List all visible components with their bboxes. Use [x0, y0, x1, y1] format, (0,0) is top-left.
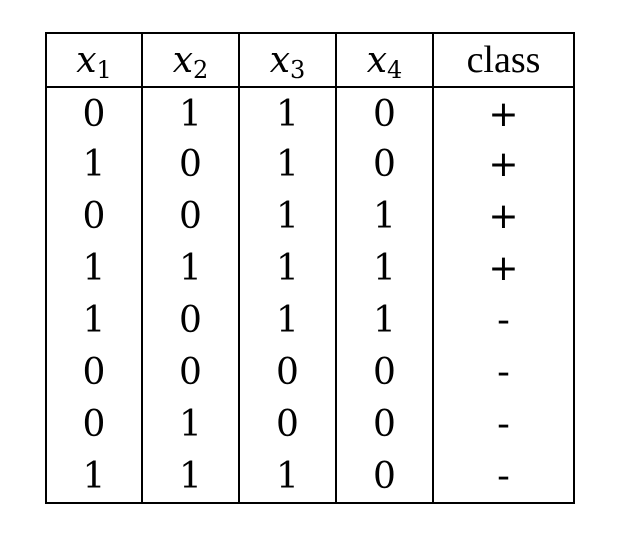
header-x2-base: x [172, 39, 194, 81]
cell-class: + [432, 139, 575, 191]
table-row: 1 0 1 0 + [45, 139, 575, 191]
header-x3: x3 [238, 32, 337, 88]
cell-x4: 0 [335, 399, 434, 451]
header-x2-var: x2 [172, 39, 209, 84]
header-x4-base: x [366, 39, 388, 81]
cell-class: - [432, 347, 575, 399]
cell-x3: 0 [238, 347, 337, 399]
header-x4-sub: 4 [387, 55, 403, 84]
cell-x4: 0 [335, 347, 434, 399]
table-row: 1 1 1 1 + [45, 243, 575, 295]
cell-x2: 1 [141, 243, 240, 295]
header-x1-var: x1 [76, 39, 112, 84]
cell-x3: 1 [238, 139, 337, 191]
cell-x3: 1 [238, 451, 337, 504]
header-x1: x1 [45, 32, 143, 88]
cell-x1: 0 [45, 347, 143, 399]
header-x3-sub: 3 [290, 55, 306, 84]
header-x2: x2 [141, 32, 240, 88]
table-row: 0 0 1 1 + [45, 191, 575, 243]
cell-x1: 1 [45, 295, 143, 347]
cell-class: + [432, 87, 575, 139]
header-class-label: class [466, 39, 541, 81]
header-x4-var: x4 [366, 39, 403, 84]
cell-x4: 0 [335, 451, 434, 504]
cell-class: + [432, 243, 575, 295]
cell-x1: 1 [45, 451, 143, 504]
header-class: class [432, 32, 575, 88]
cell-x4: 0 [335, 139, 434, 191]
cell-x2: 1 [141, 399, 240, 451]
cell-x2: 1 [141, 451, 240, 504]
header-x2-sub: 2 [193, 55, 209, 84]
truth-table: x1 x2 x3 x4 class 0 1 1 0 +1 0 1 0 +0 0 1 1 +1 1 1 1 +1 0… [45, 32, 575, 504]
table-body: 0 1 1 0 +1 0 1 0 +0 0 1 1 +1 1 1 1 +1 0 1 1-0 0 0 0-0 1 0 0-1 1 1 0- [45, 87, 575, 504]
cell-x4: 1 [335, 191, 434, 243]
cell-x2: 0 [141, 347, 240, 399]
header-x3-base: x [269, 39, 291, 81]
table-row: 0 1 1 0 + [45, 87, 575, 139]
table-header: x1 x2 x3 x4 class [45, 32, 575, 88]
cell-x2: 1 [141, 87, 240, 139]
cell-x1: 0 [45, 87, 143, 139]
cell-x2: 0 [141, 191, 240, 243]
cell-x4: 0 [335, 87, 434, 139]
header-x1-base: x [76, 39, 97, 81]
cell-class: - [432, 451, 575, 504]
cell-x3: 0 [238, 399, 337, 451]
cell-x3: 1 [238, 191, 337, 243]
header-row: x1 x2 x3 x4 class [45, 32, 575, 88]
cell-x2: 0 [141, 295, 240, 347]
cell-class: + [432, 191, 575, 243]
header-x4: x4 [335, 32, 434, 88]
cell-class: - [432, 399, 575, 451]
cell-x4: 1 [335, 295, 434, 347]
cell-x1: 0 [45, 399, 143, 451]
cell-x2: 0 [141, 139, 240, 191]
cell-x1: 1 [45, 243, 143, 295]
cell-x3: 1 [238, 87, 337, 139]
header-x3-var: x3 [269, 39, 306, 84]
cell-x1: 1 [45, 139, 143, 191]
cell-x1: 0 [45, 191, 143, 243]
cell-class: - [432, 295, 575, 347]
cell-x4: 1 [335, 243, 434, 295]
header-x1-sub: 1 [96, 55, 112, 84]
cell-x3: 1 [238, 295, 337, 347]
cell-x3: 1 [238, 243, 337, 295]
